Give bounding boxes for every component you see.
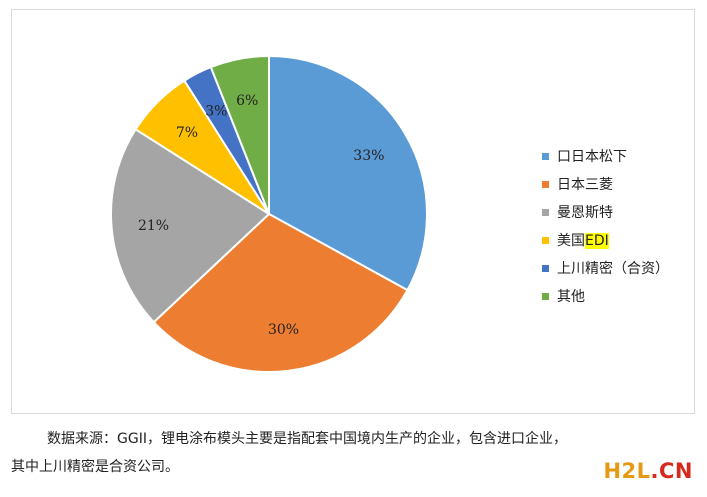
pie-slice — [268, 54, 428, 292]
pie-data-label: 3% — [205, 104, 227, 120]
legend-label: 上川精密（合资） — [557, 261, 669, 277]
legend-swatch — [542, 236, 549, 244]
pie-data-label: 7% — [176, 125, 198, 141]
pie-data-label: 30% — [268, 322, 299, 338]
legend-swatch — [542, 292, 549, 300]
pie-data-label: 6% — [236, 93, 258, 109]
legend-label: 口日本松下 — [557, 149, 627, 165]
watermark-part-1: H2L — [603, 459, 651, 483]
caption-line-2: 其中上川精密是合资公司。 — [11, 459, 179, 475]
chart-frame: 33% 30% 21% 7% 3% 6% 口日本松下 日本三菱 曼恩斯特 美国EDI 上川… — [11, 9, 695, 414]
legend-label-highlight: EDI — [585, 233, 609, 249]
legend-swatch — [542, 180, 549, 188]
watermark-part-2: .CN — [650, 459, 693, 483]
pie-slice — [152, 212, 409, 373]
caption-line-1: 数据来源：GGII，锂电涂布模头主要是指配套中国境内生产的企业，包含进口企业， — [47, 431, 567, 447]
legend-item: 上川精密（合资） — [542, 254, 669, 282]
legend-item: 日本三菱 — [542, 170, 669, 198]
legend-label: 其他 — [557, 289, 585, 305]
legend-label: 日本三菱 — [557, 177, 613, 193]
watermark-logo: H2L.CN — [603, 459, 693, 483]
legend-label: 曼恩斯特 — [557, 205, 613, 221]
legend-item: 口日本松下 — [542, 142, 669, 170]
legend-label-prefix: 美国 — [557, 233, 585, 249]
legend-item: 美国EDI — [542, 226, 669, 254]
legend-item: 其他 — [542, 282, 669, 310]
legend-label: 美国EDI — [557, 230, 609, 250]
legend-swatch — [542, 152, 549, 160]
pie-slice — [209, 54, 270, 215]
legend-swatch — [542, 264, 549, 272]
legend-item: 曼恩斯特 — [542, 198, 669, 226]
legend: 口日本松下 日本三菱 曼恩斯特 美国EDI 上川精密（合资） 其他 — [542, 142, 669, 310]
caption: 数据来源：GGII，锂电涂布模头主要是指配套中国境内生产的企业，包含进口企业， … — [11, 425, 695, 481]
pie-data-label: 33% — [353, 148, 384, 164]
pie-chart: 33% 30% 21% 7% 3% 6% — [110, 54, 428, 373]
legend-swatch — [542, 208, 549, 216]
pie-slice — [110, 127, 271, 324]
pie-data-label: 21% — [138, 218, 169, 234]
